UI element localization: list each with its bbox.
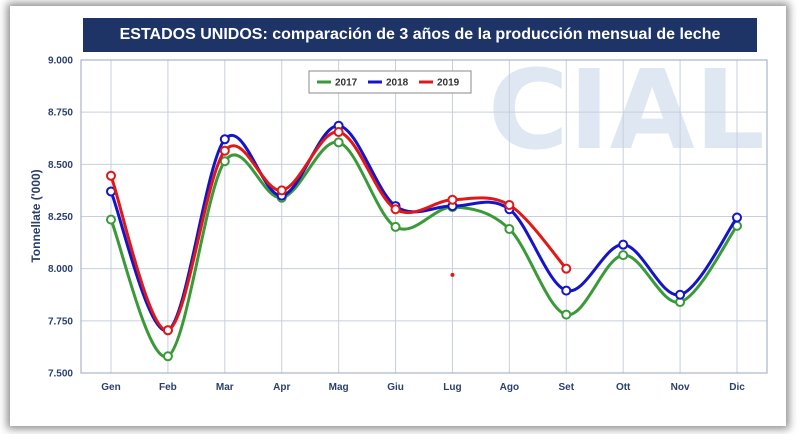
data-point-2017 [561,309,572,320]
data-point-2018 [732,212,742,223]
data-point-2017 [618,250,629,261]
watermark-logo: CIAL [488,46,765,174]
data-point-2019 [333,126,344,137]
y-axis: 7.500 7.750 8.000 8.250 8.500 8.750 9.000 [48,56,73,380]
x-tick-label: Set [558,382,574,393]
y-tick-label: 7.750 [48,316,73,327]
y-axis-label: Tonnellate ('000) [29,169,43,262]
legend-box [308,70,472,94]
data-point-2019 [561,263,572,274]
y-tick-label: 8.750 [48,108,73,119]
data-point-2017 [333,137,344,148]
data-point-2017 [162,351,173,362]
x-tick-label: Lug [443,382,461,393]
x-tick-label: Feb [159,382,177,393]
x-tick-label: Mag [329,382,349,393]
data-point-2019 [276,185,287,196]
data-point-2018 [561,285,572,296]
legend-label-2019: 2019 [437,78,460,89]
x-tick-label: Dic [729,382,745,393]
x-tick-label: Giu [387,382,404,393]
y-tick-label: 8.000 [48,264,73,275]
x-tick-label: Mar [216,382,234,393]
data-point-2017 [504,224,515,235]
legend-label-2017: 2017 [335,78,358,89]
y-tick-label: 8.250 [48,212,73,223]
x-tick-label: Gen [101,382,120,393]
data-point-2019 [504,200,515,211]
data-point-2019 [219,145,230,156]
series-line-2017 [109,140,739,358]
data-point-2018 [219,134,230,145]
y-tick-label: 8.500 [48,160,73,171]
data-point-2019 [390,204,401,215]
x-tick-label: Apr [273,382,290,393]
data-point-2018 [618,239,629,250]
chart-title: ESTADOS UNIDOS: comparación de 3 años de… [83,18,757,52]
legend-label-2018: 2018 [386,78,409,89]
data-point-2017 [106,214,116,225]
series-layer [106,120,742,362]
x-tick-label: Ott [616,382,631,393]
data-point-2019 [162,325,173,336]
data-point-2019 [447,194,458,205]
y-tick-label: 9.000 [48,56,73,67]
x-tick-label: Ago [500,382,519,393]
y-tick-label: 7.500 [48,369,73,380]
stray-point [450,272,455,277]
x-tick-label: Nov [671,382,690,393]
data-point-2019 [106,170,116,181]
annotations [450,272,455,277]
legend: 2017 2018 2019 [308,70,472,94]
plot-area-border [80,59,768,374]
data-point-2018 [675,289,686,300]
series-2019 [106,126,572,336]
x-axis: Gen Feb Mar Apr Mag Giu Lug Ago Set Ott Nov Dic [101,382,745,393]
data-point-2017 [390,221,401,232]
